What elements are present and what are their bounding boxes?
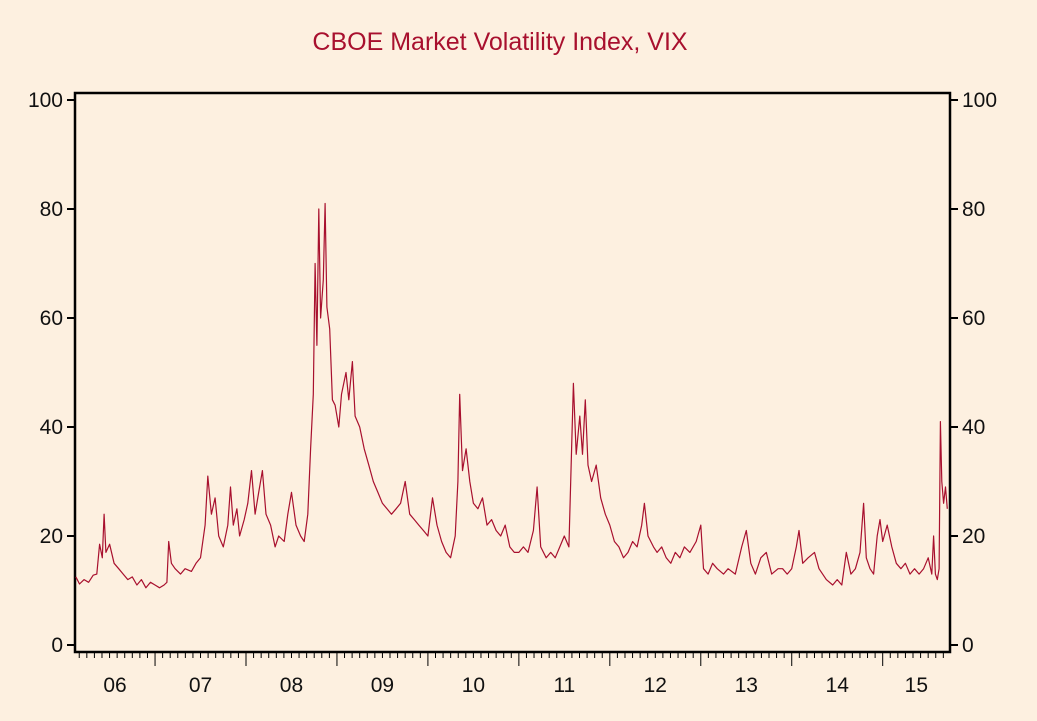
x-tick-label: 12: [644, 674, 667, 697]
y-tick-label-left: 80: [40, 198, 63, 221]
plot-frame: [73, 91, 952, 654]
x-tick-label: 08: [280, 674, 303, 697]
y-tick-label-right: 100: [962, 89, 997, 112]
y-tick-label-right: 0: [962, 634, 974, 657]
y-tick-label-left: 60: [40, 307, 63, 330]
y-tick-label-right: 20: [962, 525, 985, 548]
y-tick-label-left: 100: [28, 89, 63, 112]
y-tick-label-right: 40: [962, 416, 985, 439]
x-tick-label: 06: [103, 674, 126, 697]
x-tick-label: 14: [826, 674, 850, 697]
y-tick-label-left: 40: [40, 416, 63, 439]
x-tick-label: 07: [189, 674, 212, 697]
y-tick-label-left: 20: [40, 525, 63, 548]
x-tick-label: 13: [735, 674, 758, 697]
x-tick-label: 09: [371, 674, 394, 697]
x-tick-label: 11: [553, 674, 575, 697]
series-line-vix: [75, 202, 948, 589]
x-tick-label: 10: [462, 674, 485, 697]
x-tick-label: 15: [905, 674, 928, 697]
y-tick-label-right: 60: [962, 307, 985, 330]
chart-title: CBOE Market Volatility Index, VIX: [312, 28, 688, 56]
y-tick-label-left: 0: [51, 634, 63, 657]
y-tick-label-right: 80: [962, 198, 985, 221]
